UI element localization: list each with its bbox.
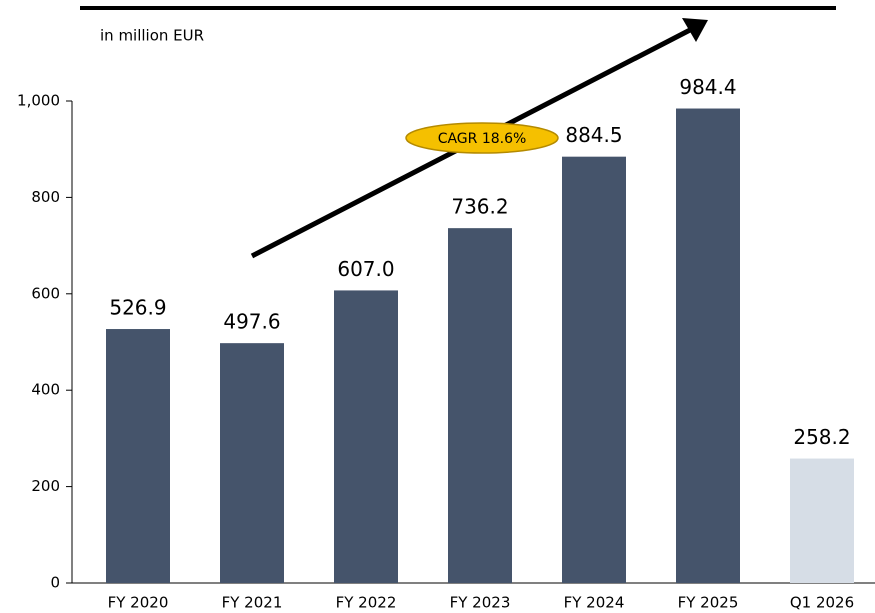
bar <box>334 290 398 583</box>
x-tick-label: FY 2021 <box>222 594 283 612</box>
y-tick-label: 800 <box>31 188 60 206</box>
y-tick-label: 600 <box>31 284 60 302</box>
x-tick-label: FY 2020 <box>108 594 169 612</box>
x-tick-label: Q1 2026 <box>790 594 854 612</box>
value-label: 984.4 <box>679 75 736 99</box>
y-tick-label: 0 <box>50 574 60 592</box>
bar <box>220 343 284 583</box>
cagr-badge <box>405 122 559 154</box>
value-label: 258.2 <box>793 425 850 449</box>
bar <box>676 108 740 584</box>
value-label: 526.9 <box>109 296 166 320</box>
bar <box>562 156 626 583</box>
cagr-label: CAGR 18.6% <box>438 131 527 147</box>
x-tick-label: FY 2023 <box>450 594 511 612</box>
bar <box>790 458 854 583</box>
value-label: 884.5 <box>565 123 622 147</box>
x-tick-label: FY 2025 <box>678 594 739 612</box>
value-label: 497.6 <box>223 310 280 334</box>
x-tick-label: FY 2022 <box>336 594 397 612</box>
y-tick-label: 200 <box>31 477 60 495</box>
chart-subtitle: in million EUR <box>100 27 204 45</box>
y-tick-label: 400 <box>31 381 60 399</box>
bar <box>448 228 512 583</box>
value-label: 736.2 <box>451 195 508 219</box>
x-tick-label: FY 2024 <box>564 594 625 612</box>
value-label: 607.0 <box>337 257 394 281</box>
cagr-arrowhead <box>682 18 708 42</box>
bar <box>106 329 170 583</box>
y-tick-label: 1,000 <box>17 92 60 110</box>
